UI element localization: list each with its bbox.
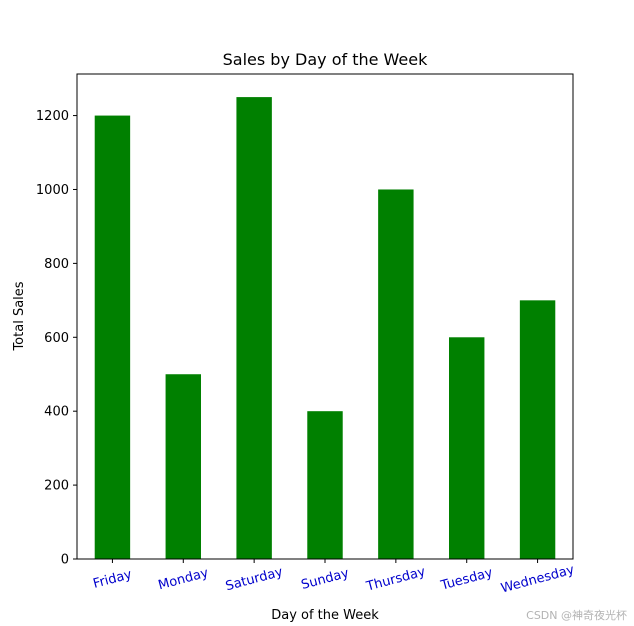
x-axis-ticks: Friday Monday Saturday Sunday Thursday Tuesda… — [92, 559, 576, 596]
y-tick-label: 400 — [44, 405, 69, 420]
bars — [94, 97, 556, 560]
y-tick-label: 1000 — [36, 183, 69, 198]
plot-area-frame — [76, 73, 574, 560]
x-tick-label-sunday: Sunday — [300, 566, 351, 593]
bar-thursday — [378, 189, 414, 559]
bar-tuesday — [449, 337, 485, 559]
bar-friday — [94, 115, 131, 560]
x-axis-label: Day of the Week — [271, 608, 379, 623]
bar-sunday — [307, 411, 343, 559]
y-tick-label: 800 — [44, 257, 69, 272]
y-tick-label: 1200 — [36, 109, 69, 124]
y-tick-label: 200 — [44, 479, 69, 494]
y-axis-label: Total Sales — [12, 281, 27, 351]
x-tick-label-tuesday: Tuesday — [438, 565, 494, 594]
watermark: CSDN @神奇夜光杯 — [526, 608, 627, 622]
bar-monday — [165, 374, 201, 559]
x-tick-label-friday: Friday — [92, 567, 134, 592]
bar-saturday — [236, 97, 272, 559]
y-axis-ticks: 0 200 400 600 800 1000 1200 — [36, 109, 77, 568]
x-tick-label-thursday: Thursday — [364, 564, 428, 594]
x-tick-label-saturday: Saturday — [224, 565, 285, 595]
chart-title: Sales by Day of the Week — [223, 50, 428, 69]
x-tick-label-wednesday: Wednesday — [499, 562, 576, 596]
x-tick-label-monday: Monday — [157, 566, 211, 594]
y-tick-label: 600 — [44, 331, 69, 346]
y-tick-label: 0 — [61, 553, 69, 568]
bar-wednesday — [519, 300, 556, 559]
